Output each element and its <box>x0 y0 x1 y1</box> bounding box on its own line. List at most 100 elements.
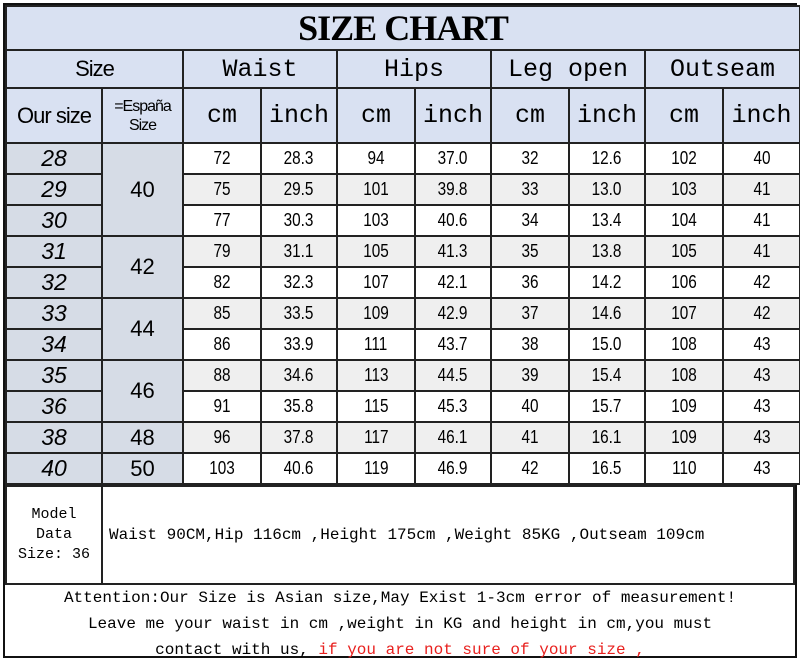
model-label-line: Model <box>31 506 77 523</box>
measurement-value: 96 <box>213 427 231 447</box>
measurement-value: 113 <box>363 365 389 385</box>
measurement-cell: 30.3 <box>260 204 338 237</box>
table-row: 36 91 35.8 115 45.3 40 15.7 109 43 <box>5 390 800 423</box>
measurement-value: 41 <box>521 427 539 447</box>
header-espana-size: =España Size <box>101 87 184 144</box>
measurement-cell: 117 <box>336 421 416 454</box>
measurement-value: 43 <box>753 365 771 385</box>
measurement-cell: 43 <box>721 452 800 485</box>
measurement-value: 35.8 <box>284 396 314 416</box>
measurement-cell: 105 <box>336 235 416 268</box>
measurement-cell: 36 <box>490 266 570 299</box>
measurement-value: 33.5 <box>284 303 314 323</box>
measurement-value: 31.1 <box>284 241 314 261</box>
measurement-value: 43.7 <box>438 334 468 354</box>
size-chart: SIZE CHART Size Waist Hips Leg open Outs… <box>3 3 800 659</box>
measurement-cell: 15.0 <box>568 328 646 361</box>
model-data-label: Model Data Size: 36 <box>5 485 103 585</box>
measurement-value: 115 <box>363 396 389 416</box>
measurement-value: 43 <box>753 458 771 478</box>
table-row: 40 50 103 40.6 119 46.9 42 16.5 110 43 <box>5 452 800 485</box>
measurement-value: 107 <box>363 272 389 292</box>
measurement-value: 15.0 <box>592 334 622 354</box>
our-size-cell: 32 <box>5 266 103 299</box>
measurement-value: 119 <box>363 458 389 478</box>
table-row: 32 82 32.3 107 42.1 36 14.2 106 42 <box>5 266 800 299</box>
espana-size-cell: 42 <box>101 235 184 299</box>
table-row: 31 42 79 31.1 105 41.3 35 13.8 105 41 <box>5 235 800 299</box>
measurement-cell: 43 <box>721 390 800 423</box>
measurement-value: 77 <box>213 210 231 230</box>
measurement-cell: 113 <box>336 359 416 392</box>
measurement-value: 36 <box>521 272 539 292</box>
measurement-cell: 103 <box>182 452 262 485</box>
measurement-cell: 13.0 <box>568 173 646 206</box>
our-size-cell: 36 <box>5 390 103 423</box>
measurement-value: 33.9 <box>284 334 314 354</box>
measurement-cell: 91 <box>182 390 262 423</box>
model-label-line: Size: 36 <box>17 546 90 563</box>
our-size-cell: 31 <box>5 235 103 268</box>
measurement-cell: 35.8 <box>260 390 338 423</box>
measurement-value: 40.6 <box>284 458 314 478</box>
measurement-value: 106 <box>671 272 697 292</box>
measurement-cell: 39.8 <box>414 173 492 206</box>
espana-size-cell: 44 <box>101 297 184 361</box>
measurement-cell: 16.5 <box>568 452 646 485</box>
measurement-cell: 41 <box>721 204 800 237</box>
measurement-cell: 106 <box>644 266 724 299</box>
header-size: Size <box>5 49 184 89</box>
measurement-cell: 102 <box>644 142 724 175</box>
measurement-value: 37 <box>521 303 539 323</box>
header-our-size: Our size <box>5 87 103 144</box>
measurement-cell: 40.6 <box>260 452 338 485</box>
measurement-cell: 86 <box>182 328 262 361</box>
measurement-cell: 96 <box>182 421 262 454</box>
measurement-value: 103 <box>671 179 697 199</box>
measurement-cell: 15.7 <box>568 390 646 423</box>
size-chart-table: SIZE CHART Size Waist Hips Leg open Outs… <box>4 5 800 485</box>
measurement-value: 43 <box>753 396 771 416</box>
measurement-cell: 43 <box>721 328 800 361</box>
measurement-value: 32.3 <box>284 272 314 292</box>
measurement-value: 40 <box>521 396 539 416</box>
measurement-value: 40 <box>753 148 771 168</box>
measurement-cell: 94 <box>336 142 416 175</box>
measurement-value: 42 <box>753 272 771 292</box>
measurement-value: 16.1 <box>592 427 622 447</box>
measurement-cell: 14.2 <box>568 266 646 299</box>
chart-title: SIZE CHART <box>4 5 800 51</box>
measurement-cell: 31.1 <box>260 235 338 268</box>
our-size-cell: 38 <box>5 421 103 454</box>
measurement-value: 72 <box>213 148 231 168</box>
measurement-cell: 41 <box>721 235 800 268</box>
measurement-cell: 42 <box>490 452 570 485</box>
measurement-value: 91 <box>213 396 231 416</box>
measurement-value: 105 <box>671 241 697 261</box>
measurement-cell: 15.4 <box>568 359 646 392</box>
measurement-value: 15.7 <box>592 396 622 416</box>
measurement-cell: 104 <box>644 204 724 237</box>
measurement-value: 42 <box>753 303 771 323</box>
measurement-value: 85 <box>213 303 231 323</box>
measurement-value: 104 <box>671 210 697 230</box>
model-measurements: Waist 90CM,Hip 116cm ,Height 175cm ,Weig… <box>101 485 795 585</box>
measurement-value: 117 <box>363 427 389 447</box>
measurement-cell: 119 <box>336 452 416 485</box>
measurement-value: 105 <box>363 241 389 261</box>
our-size-cell: 29 <box>5 173 103 206</box>
measurement-cell: 33.5 <box>260 297 338 330</box>
measurement-value: 41 <box>753 179 771 199</box>
measurement-cell: 37.8 <box>260 421 338 454</box>
measurement-cell: 42.1 <box>414 266 492 299</box>
measurement-cell: 46.9 <box>414 452 492 485</box>
measurement-cell: 39 <box>490 359 570 392</box>
measurement-cell: 41 <box>490 421 570 454</box>
measurement-cell: 33 <box>490 173 570 206</box>
measurement-value: 12.6 <box>592 148 622 168</box>
measurement-cell: 29.5 <box>260 173 338 206</box>
measurement-cell: 43.7 <box>414 328 492 361</box>
attention-warning: if you are not sure of your size , <box>308 641 645 659</box>
measurement-value: 110 <box>671 458 697 478</box>
measurement-cell: 111 <box>336 328 416 361</box>
